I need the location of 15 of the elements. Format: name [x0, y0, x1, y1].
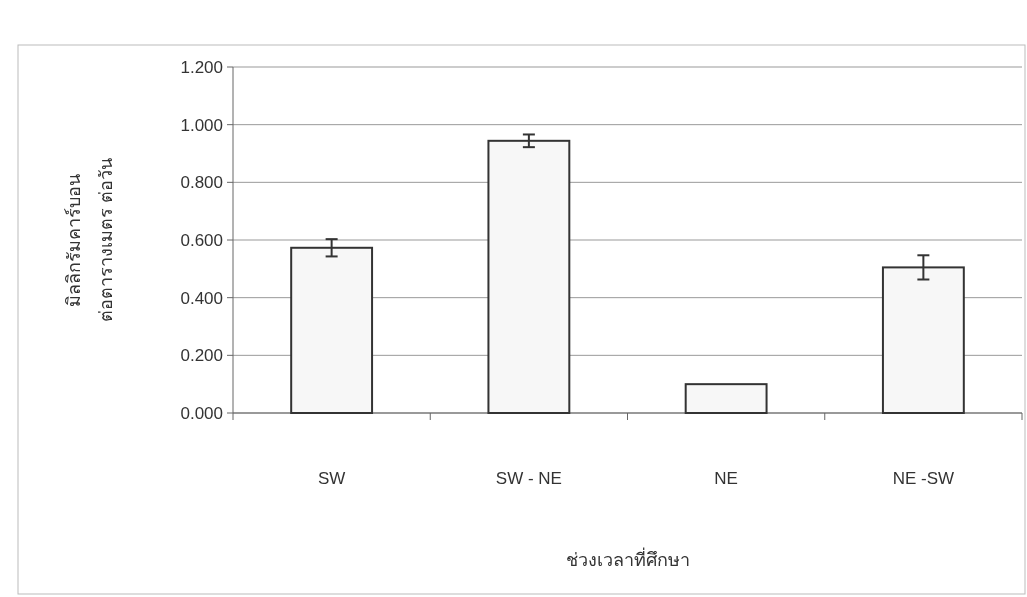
x-tick-label: SW - NE [495, 469, 562, 488]
y-tick-label: 0.800 [180, 173, 223, 193]
y-tick-label: 0.400 [180, 288, 223, 308]
x-axis-title: ช่วงเวลาที่ศึกษา [565, 547, 690, 570]
bar [684, 383, 768, 414]
y-tick-label: 1.200 [180, 58, 223, 77]
y-tick-label: 1.000 [180, 115, 223, 135]
x-tick-label: SW [317, 469, 346, 488]
x-tick-label: NE -SW [892, 469, 955, 488]
y-tick-label: 0.200 [180, 346, 223, 366]
bar [487, 139, 571, 414]
y-tick-label: 0.600 [180, 231, 223, 250]
y-tick-label: 0.000 [180, 404, 223, 423]
y-axis-title: มิลลิกรัมคาร์บอน ต่อตารางเมตร ต่อวัน [64, 157, 116, 323]
x-tick-label: NE [714, 469, 738, 488]
